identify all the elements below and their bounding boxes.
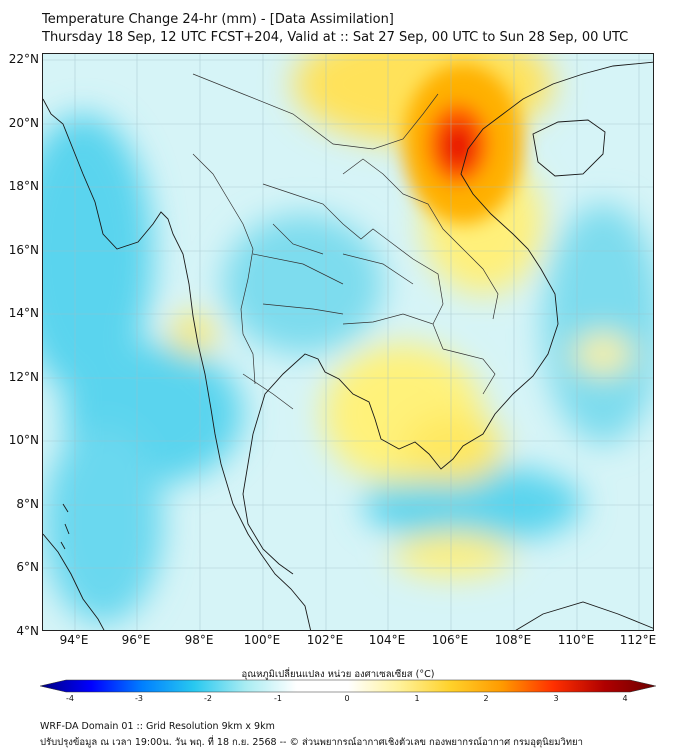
lat-label-4n: 4°N — [16, 624, 39, 638]
colorbar — [40, 679, 656, 693]
lat-label-6n: 6°N — [16, 560, 39, 574]
colorbar-tick-0: 0 — [344, 694, 350, 703]
china-border — [192, 73, 439, 150]
lat-label-10n: 10°N — [8, 433, 39, 447]
colorbar-tick-neg3: -3 — [135, 694, 143, 703]
lon-label-110e: 110°E — [557, 633, 595, 647]
chart-title: Temperature Change 24-hr (mm) - [Data As… — [42, 12, 394, 27]
colorbar-caption: อุณหภูมิเปลี่ยนแปลง หน่วย องศาเซลเซียส (… — [241, 669, 435, 680]
map-plot-area — [42, 53, 654, 631]
lat-label-12n: 12°N — [8, 370, 39, 384]
lon-label-108e: 108°E — [494, 633, 532, 647]
thailand-laos-border — [262, 183, 444, 325]
lon-label-102e: 102°E — [306, 633, 344, 647]
mekong-delta-warm-zone — [403, 414, 503, 484]
gulf-coast — [252, 61, 653, 470]
lat-label-22n: 22°N — [8, 52, 39, 66]
lon-label-112e: 112°E — [619, 633, 657, 647]
malay-sea-cool-zone — [363, 464, 583, 544]
lon-label-96e: 96°E — [121, 633, 151, 647]
south-china-sea-cool-zone — [543, 204, 653, 444]
colorbar-tick-neg1: -1 — [274, 694, 282, 703]
malay-peninsula-east — [242, 433, 294, 575]
myanmar-thailand-border — [192, 153, 256, 385]
country-borders — [192, 73, 499, 410]
colorbar-tick-1: 1 — [414, 694, 420, 703]
nicobar-islands — [60, 503, 70, 550]
colorbar-tick-4: 4 — [622, 694, 628, 703]
lon-label-104e: 104°E — [368, 633, 406, 647]
hainan-island — [532, 119, 606, 177]
bay-of-bengal-cool-zone — [43, 114, 153, 394]
mainland-coast — [43, 98, 312, 630]
footer-model-info: WRF-DA Domain 01 :: Grid Resolution 9km … — [40, 721, 275, 732]
colorbar-tick-neg2: -2 — [204, 694, 212, 703]
lat-label-16n: 16°N — [8, 243, 39, 257]
borneo-edge — [515, 601, 653, 630]
west-coast-warm-zone — [171, 314, 215, 354]
lon-label-94e: 94°E — [59, 633, 89, 647]
lat-label-14n: 14°N — [8, 306, 39, 320]
thailand-cambodia-border — [342, 313, 444, 350]
lat-label-20n: 20°N — [8, 116, 39, 130]
temperature-field — [43, 54, 653, 630]
chart-subtitle: Thursday 18 Sep, 12 UTC FCST+204, Valid … — [42, 30, 629, 45]
footer-credit: ปรับปรุงข้อมูล ณ เวลา 19:00น. วัน พฤ. ที… — [40, 737, 583, 748]
colorbar-tick-neg4: -4 — [66, 694, 74, 703]
sumatra-tip — [43, 533, 105, 630]
cambodia-vietnam-border — [442, 348, 496, 395]
lon-label-106e: 106°E — [431, 633, 469, 647]
north-vietnam-hot-peak — [442, 124, 474, 168]
colorbar-tick-2: 2 — [483, 694, 489, 703]
lat-label-8n: 8°N — [16, 497, 39, 511]
colorbar-tick-3: 3 — [553, 694, 559, 703]
lat-label-18n: 18°N — [8, 179, 39, 193]
lon-label-98e: 98°E — [184, 633, 214, 647]
west-cool-zone — [43, 424, 163, 624]
internal-boundaries — [242, 223, 414, 410]
south-warm-zone — [393, 532, 513, 576]
map-svg — [43, 54, 653, 630]
graticule — [43, 54, 653, 630]
east-warm-zone — [573, 334, 633, 374]
lon-label-100e: 100°E — [243, 633, 281, 647]
coastlines — [43, 61, 653, 630]
laos-vietnam-border — [342, 158, 499, 320]
